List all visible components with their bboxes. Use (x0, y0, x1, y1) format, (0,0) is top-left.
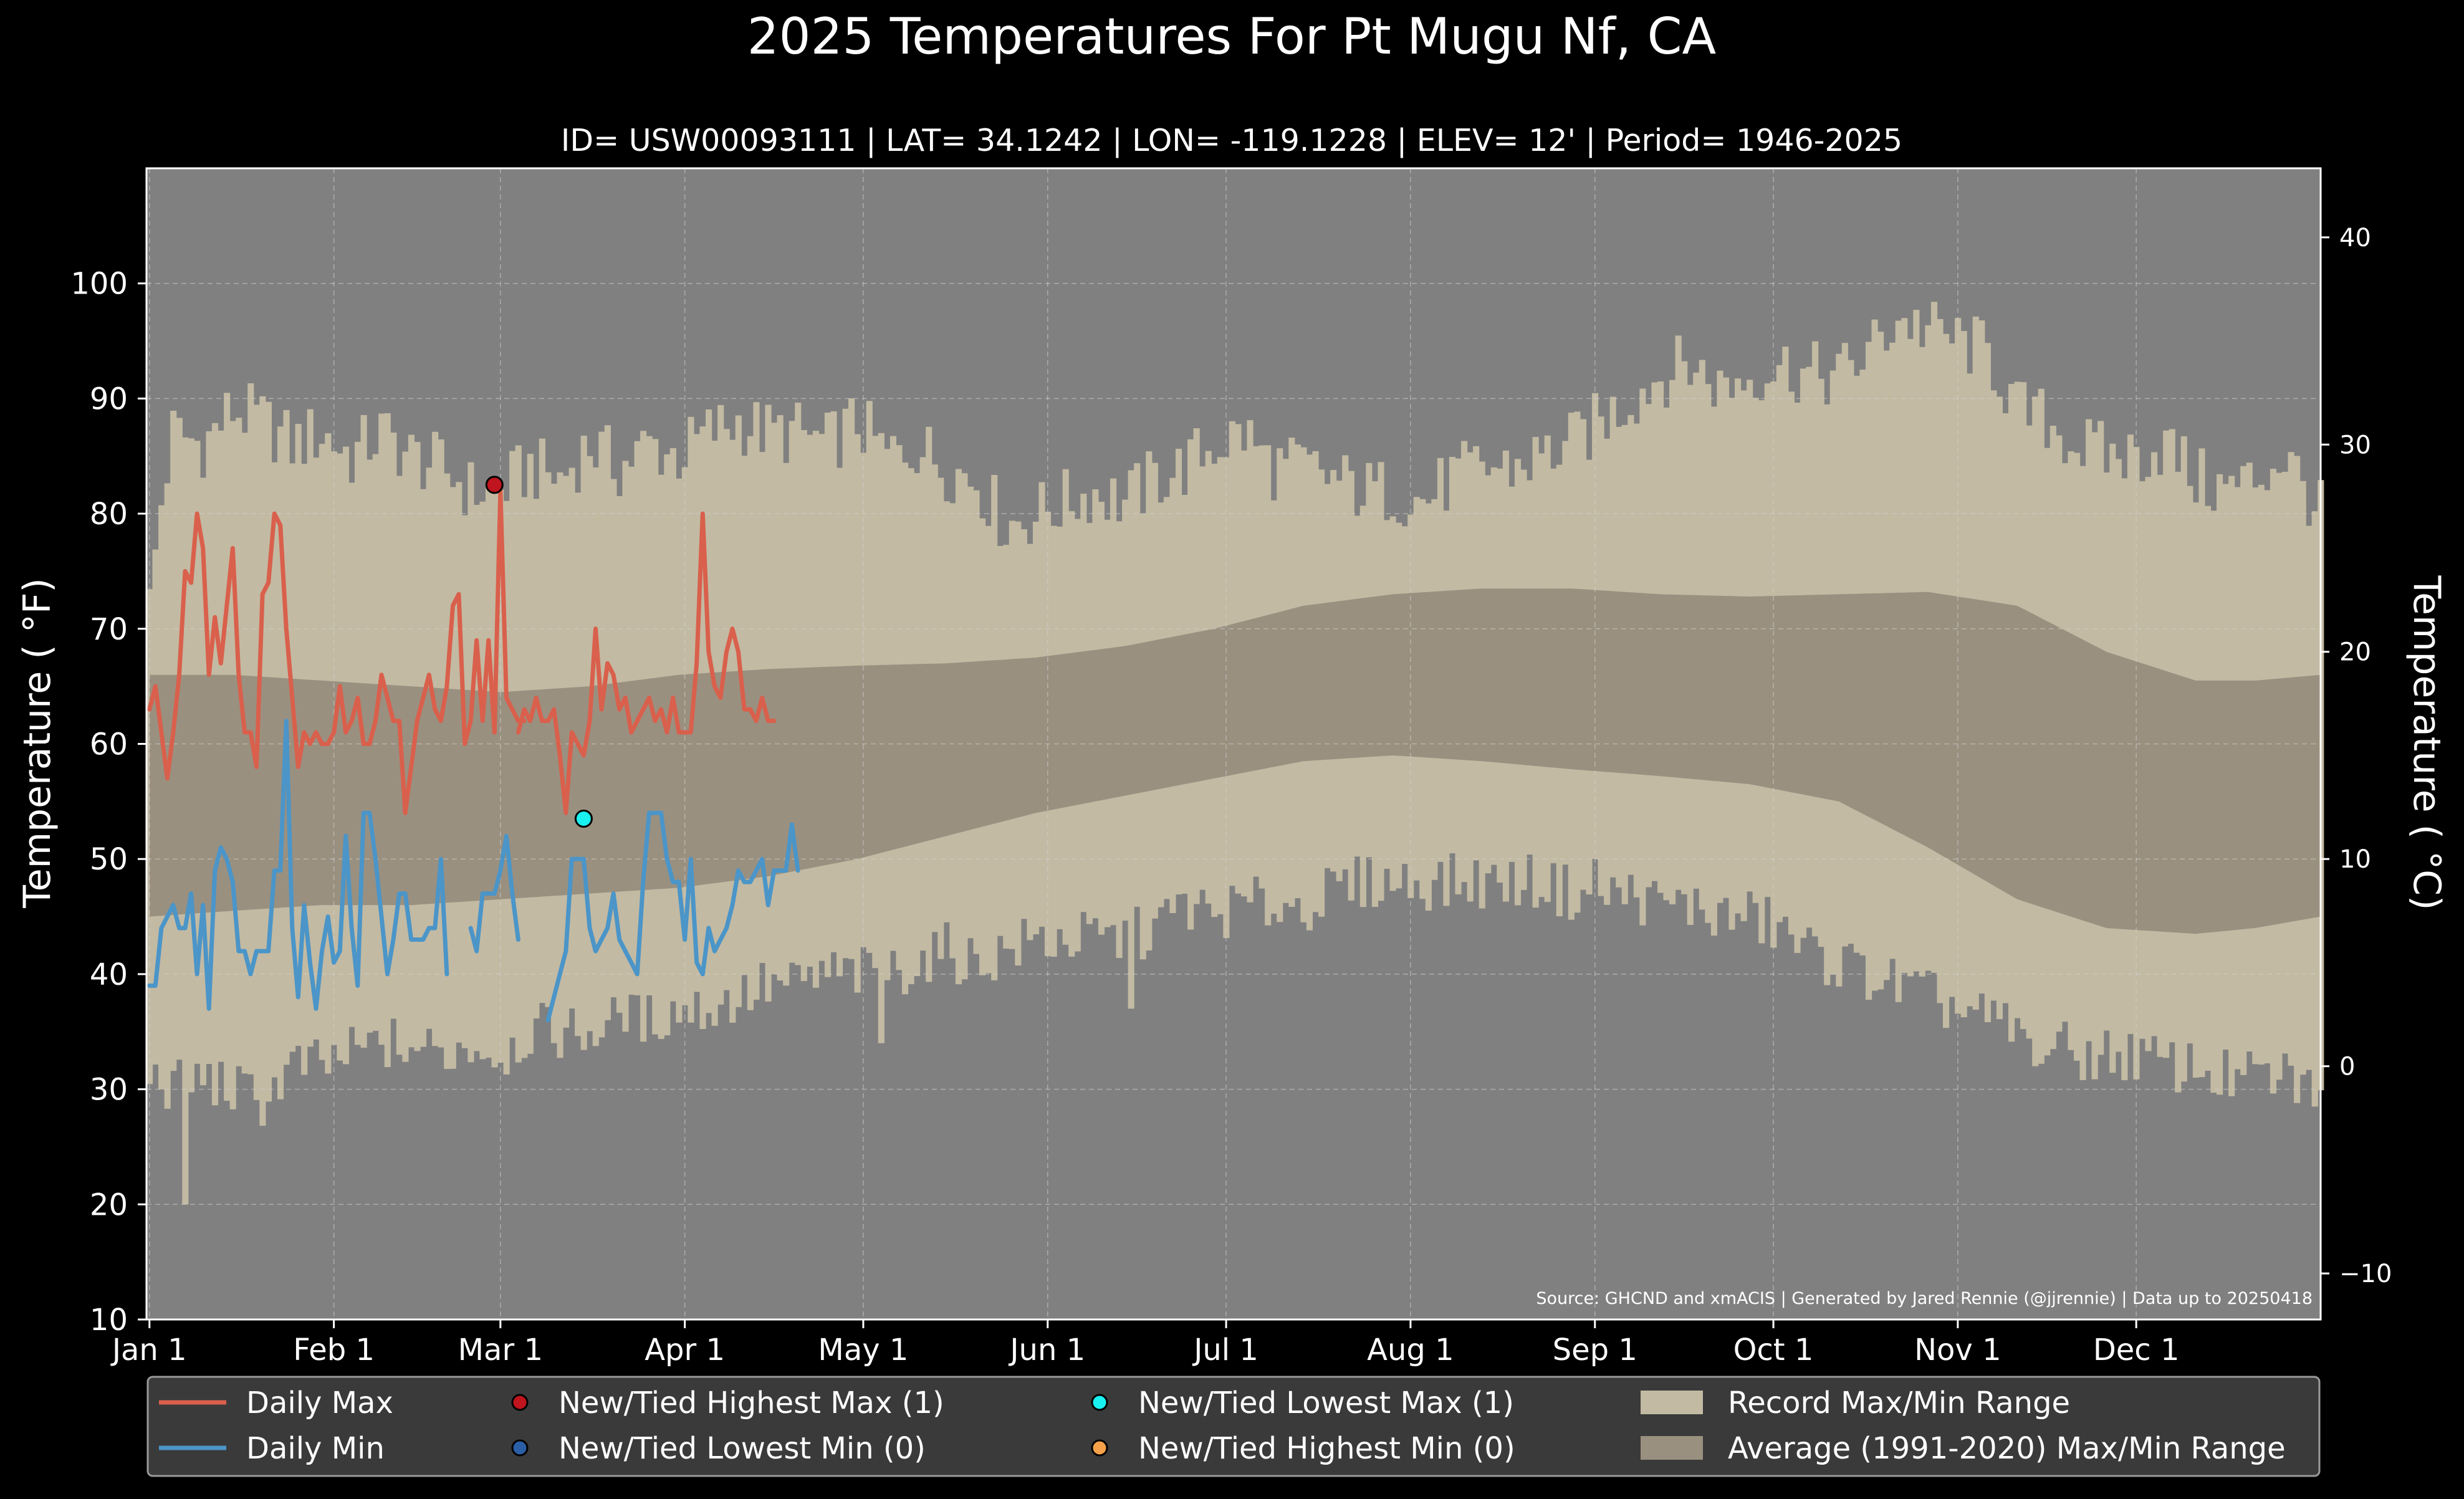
y-tick-label: 70 (90, 612, 128, 647)
y-tick-label: 90 (90, 381, 128, 416)
legend-label: New/Tied Highest Max (1) (558, 1386, 944, 1420)
chart-title: 2025 Temperatures For Pt Mugu Nf, CA (747, 7, 1717, 65)
y-tick-label: 80 (90, 497, 128, 532)
x-tick-label: Mar 1 (458, 1333, 543, 1367)
legend-label: New/Tied Lowest Min (0) (558, 1431, 926, 1466)
normal-range-band (149, 588, 2321, 934)
x-tick-label: Apr 1 (645, 1333, 725, 1367)
x-tick-label: Nov 1 (1914, 1333, 2001, 1367)
y-tick-label: 50 (90, 842, 128, 877)
y2-tick-label: 20 (2339, 638, 2371, 667)
series-line-segment (147, 488, 527, 815)
chart-subtitle: ID= USW00093111 | LAT= 34.1242 | LON= -1… (561, 123, 1902, 158)
plot-area (145, 167, 2324, 1321)
y-tick-label: 60 (90, 727, 128, 762)
y2-tick-label: −10 (2339, 1260, 2392, 1288)
daily-max-series (147, 488, 777, 815)
legend-label: New/Tied Lowest Max (1) (1138, 1386, 1514, 1420)
y2-tick-label: 10 (2339, 845, 2371, 874)
source-note: Source: GHCND and xmACIS | Generated by … (1536, 1289, 2313, 1308)
y2-tick-label: 40 (2339, 224, 2371, 252)
series-line-segment (147, 719, 449, 1011)
legend-patch-swatch (1641, 1391, 1703, 1414)
y-tick-label: 40 (90, 957, 128, 992)
series-line-segment (515, 511, 777, 815)
daily-min-series (147, 719, 800, 1023)
legend-dot-swatch (511, 1439, 529, 1457)
legend-box (146, 1376, 2321, 1477)
x-tick-label: May 1 (818, 1333, 908, 1367)
legend-label: Daily Max (246, 1386, 393, 1420)
y-tick-label: 10 (90, 1303, 128, 1338)
record-point-marker (485, 476, 504, 494)
legend-dot-swatch (1091, 1394, 1108, 1411)
legend-label: New/Tied Highest Min (0) (1138, 1431, 1515, 1466)
legend-label: Average (1991-2020) Max/Min Range (1728, 1431, 2286, 1466)
x-tick-label: Jun 1 (1008, 1333, 1085, 1367)
x-tick-label: Feb 1 (293, 1333, 375, 1367)
legend-dot-swatch (511, 1394, 529, 1411)
legend-label: Record Max/Min Range (1728, 1386, 2070, 1420)
axes: 10 20 30 40 50 60 70 80 90 100 −10 0 10 20 30 40 Jan 1 Fe… (70, 224, 2392, 1367)
x-tick-label: Dec 1 (2093, 1333, 2180, 1367)
y-tick-label: 30 (90, 1073, 128, 1108)
y-tick-label: 100 (70, 267, 128, 302)
y2-tick-label: 0 (2339, 1053, 2355, 1081)
x-tick-label: Jul 1 (1192, 1333, 1258, 1367)
y-tick-label: 20 (90, 1187, 128, 1222)
record-point-marker (574, 810, 593, 828)
legend-dot-swatch (1091, 1439, 1108, 1457)
y2-axis-label: Temperature ( °C) (2405, 575, 2448, 911)
series-line-segment (468, 833, 520, 954)
legend-label: Daily Min (246, 1431, 385, 1466)
y2-tick-label: 30 (2339, 431, 2371, 459)
legend: Daily Max Daily Min New/Tied Highest Max (… (146, 1376, 2321, 1477)
x-tick-label: Sep 1 (1553, 1333, 1637, 1367)
x-tick-label: Jan 1 (110, 1333, 187, 1367)
series-line-segment (545, 810, 800, 1023)
legend-patch-swatch (1641, 1436, 1703, 1460)
y-axis-label: Temperature ( °F) (16, 578, 59, 909)
x-tick-label: Oct 1 (1733, 1333, 1814, 1367)
x-tick-label: Aug 1 (1367, 1333, 1454, 1367)
